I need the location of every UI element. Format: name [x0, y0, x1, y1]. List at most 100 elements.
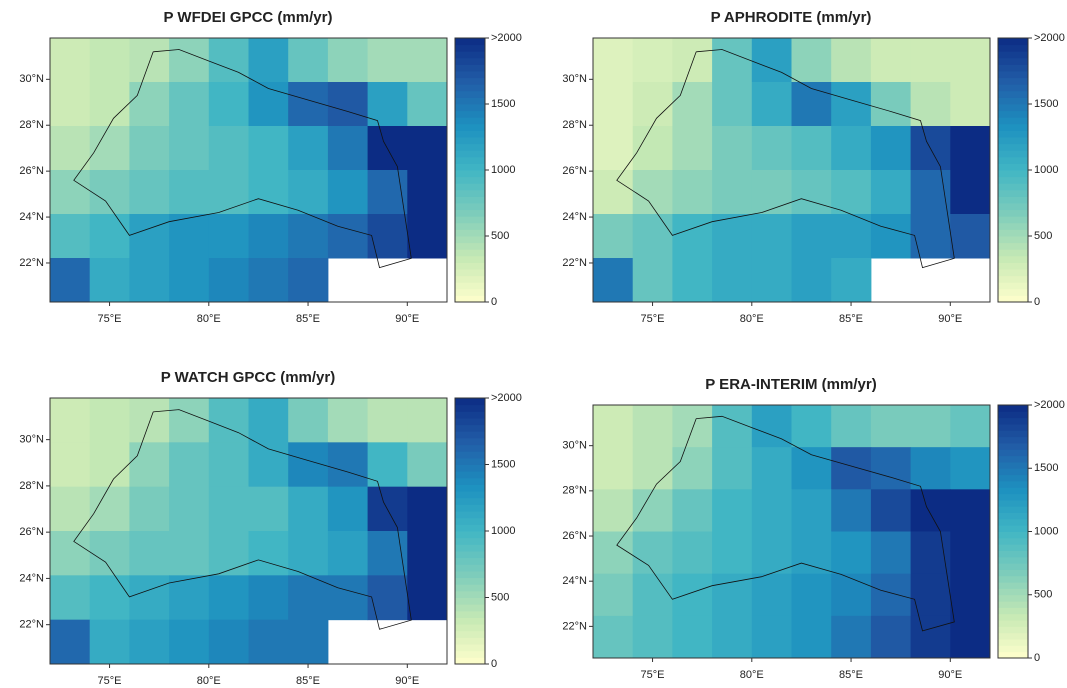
grid-cell [712, 258, 753, 303]
y-tick-label: 24°N [19, 211, 44, 223]
colorbar-segment [998, 569, 1028, 577]
grid-cell [208, 575, 249, 621]
colorbar-segment [455, 130, 485, 138]
colorbar-segment [455, 577, 485, 585]
grid-cell [208, 258, 249, 303]
y-tick-label: 24°N [562, 575, 587, 587]
grid-cell [288, 258, 329, 303]
colorbar-segment [998, 176, 1028, 184]
colorbar-segment [998, 493, 1028, 501]
grid-cell [327, 398, 369, 443]
grid-cell [367, 170, 408, 215]
colorbar-segment [455, 511, 485, 519]
grid-cell [50, 170, 91, 215]
colorbar-tick-label: 500 [1034, 589, 1052, 601]
colorbar-segment [998, 97, 1028, 105]
grid-cell [910, 489, 951, 532]
y-tick-label: 22°N [562, 620, 587, 632]
colorbar-segment [998, 651, 1028, 659]
grid-cell [910, 405, 951, 448]
grid-cell [910, 38, 951, 83]
colorbar-segment [998, 474, 1028, 482]
colorbar-segment [455, 163, 485, 171]
colorbar-segment [998, 531, 1028, 539]
colorbar-segment [455, 464, 485, 472]
grid-cell [831, 38, 872, 83]
grid-cell [248, 398, 289, 443]
colorbar-segment [455, 537, 485, 545]
colorbar-segment [998, 209, 1028, 217]
colorbar-segment [455, 451, 485, 459]
grid-cell [248, 214, 289, 259]
grid-cell [831, 573, 872, 617]
colorbar-segment [998, 64, 1028, 72]
colorbar-segment [455, 431, 485, 439]
colorbar-segment [455, 550, 485, 559]
grid-cell [870, 214, 912, 259]
panel-title: P WATCH GPCC (mm/yr) [161, 369, 335, 386]
grid-cell [950, 170, 991, 215]
colorbar-segment [455, 143, 485, 151]
grid-cell [950, 82, 991, 127]
grid-cell [327, 170, 369, 215]
grid-cell [632, 531, 673, 575]
colorbar-tick-label: 1000 [491, 525, 515, 537]
grid-cell [791, 82, 832, 127]
grid-cell [169, 170, 210, 215]
colorbar-segment [998, 196, 1028, 204]
colorbar-segment [998, 222, 1028, 230]
grid-cell [89, 619, 130, 665]
colorbar-segment [455, 249, 485, 257]
grid-cell [89, 442, 130, 488]
colorbar-segment [455, 617, 485, 625]
grid-cell [169, 531, 210, 576]
colorbar-segment [455, 137, 485, 145]
grid-cell [910, 214, 951, 259]
colorbar-segment [455, 57, 485, 65]
colorbar-segment [998, 442, 1028, 450]
grid-cell [248, 170, 289, 215]
colorbar-segment [998, 38, 1028, 46]
grid-cell [407, 531, 448, 576]
colorbar-segment [455, 444, 485, 452]
colorbar-segment [455, 630, 485, 638]
grid-cell [950, 38, 991, 83]
colorbar-segment [455, 471, 485, 479]
x-tick-label: 85°E [296, 313, 320, 325]
grid-cell [288, 398, 329, 443]
x-tick-label: 80°E [197, 313, 221, 325]
grid-cell [910, 170, 951, 215]
grid-cell [950, 214, 991, 259]
raster [50, 398, 448, 665]
colorbar-tick-label: 1500 [491, 458, 515, 470]
colorbar-segment [455, 424, 485, 432]
colorbar-segment [455, 437, 485, 446]
grid-cell [407, 82, 448, 127]
grid-cell [89, 398, 130, 443]
colorbar-segment [455, 604, 485, 612]
grid-cell [712, 531, 753, 575]
grid-cell [910, 447, 951, 490]
grid-cell [950, 447, 991, 490]
grid-cell [870, 405, 912, 448]
x-tick-label: 85°E [839, 313, 863, 325]
grid-cell [407, 126, 448, 171]
grid-cell [50, 442, 91, 488]
colorbar-segment [455, 104, 485, 112]
grid-cell [89, 126, 130, 171]
grid-cell [248, 82, 289, 127]
grid-cell [672, 447, 713, 490]
y-tick-label: 24°N [562, 211, 587, 223]
grid-cell [327, 442, 369, 488]
grid-cell [632, 615, 673, 659]
colorbar-segment [998, 269, 1028, 277]
grid-cell [50, 258, 91, 303]
y-tick-label: 28°N [562, 485, 587, 497]
colorbar-segment [455, 657, 485, 665]
colorbar-segment [998, 170, 1028, 178]
grid-cell [89, 486, 130, 532]
grid-cell [910, 82, 951, 127]
colorbar-segment [455, 203, 485, 211]
colorbar-segment [455, 170, 485, 178]
grid-cell [169, 442, 210, 488]
